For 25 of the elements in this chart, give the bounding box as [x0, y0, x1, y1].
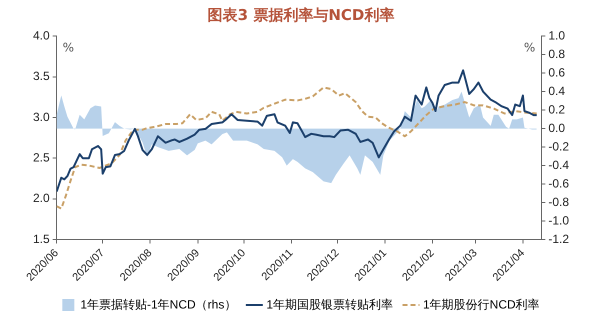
- y2-tick-label: -0.6: [548, 176, 570, 190]
- y-tick-label: 3.0: [32, 110, 50, 124]
- y2-tick-label: -0.8: [548, 194, 570, 209]
- legend-label: 1年期国股银票转贴利率: [266, 297, 394, 312]
- y-tick-label: 3.5: [32, 69, 50, 84]
- y2-tick-label: 0.6: [548, 65, 566, 80]
- y2-tick-label: -0.2: [548, 139, 570, 154]
- y2-tick-label: -1.0: [548, 213, 570, 228]
- y2-tick-label: -0.4: [548, 158, 570, 172]
- y2-tick-label: 0.4: [548, 84, 566, 98]
- legend-label: 1年票据转贴-1年NCD（rhs）: [80, 297, 236, 312]
- y2-tick-label: -1.2: [548, 232, 570, 246]
- y2-axis-title: %: [524, 40, 536, 54]
- y-tick-label: 4.0: [32, 28, 50, 43]
- y-tick-label: 2.5: [32, 150, 50, 165]
- legend-label: 1年期股份行NCD利率: [423, 297, 540, 312]
- y-tick-label: 2.0: [32, 191, 50, 206]
- y-axis-title: %: [62, 40, 74, 54]
- y2-tick-label: 0.0: [548, 120, 566, 135]
- y-tick-label: 1.5: [32, 232, 50, 246]
- y2-tick-label: 0.8: [548, 47, 566, 61]
- y2-tick-label: 0.2: [548, 102, 566, 116]
- chart-title: 图表3 票据利率与NCD利率: [206, 6, 396, 25]
- y2-tick-label: 1.0: [548, 28, 566, 43]
- line-series: [56, 86, 538, 210]
